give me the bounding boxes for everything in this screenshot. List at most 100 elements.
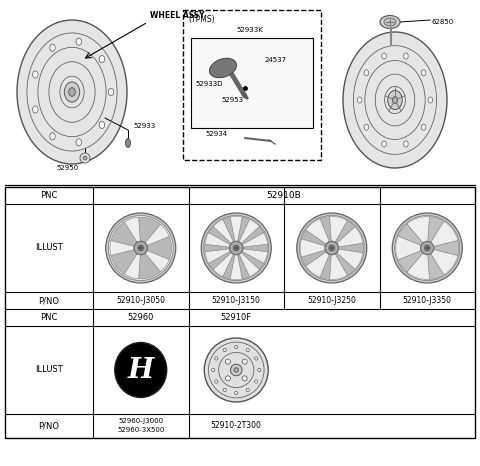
- Circle shape: [258, 369, 261, 371]
- Circle shape: [108, 215, 173, 281]
- Ellipse shape: [33, 106, 38, 113]
- Ellipse shape: [50, 133, 55, 140]
- Circle shape: [138, 245, 144, 251]
- Text: PNC: PNC: [40, 313, 58, 322]
- Wedge shape: [147, 236, 171, 260]
- Circle shape: [426, 247, 428, 249]
- Text: 52910-J3150: 52910-J3150: [212, 296, 261, 305]
- Circle shape: [212, 369, 215, 371]
- Ellipse shape: [343, 32, 447, 168]
- Text: 52910-2T300: 52910-2T300: [211, 422, 262, 431]
- Text: 52910-J3050: 52910-J3050: [116, 296, 165, 305]
- Circle shape: [299, 215, 364, 281]
- Wedge shape: [433, 240, 459, 256]
- Circle shape: [246, 388, 250, 391]
- Ellipse shape: [50, 44, 55, 51]
- Text: PNC: PNC: [40, 191, 58, 200]
- Wedge shape: [145, 225, 169, 246]
- Ellipse shape: [125, 138, 131, 148]
- Wedge shape: [110, 240, 134, 255]
- Circle shape: [225, 376, 230, 381]
- Wedge shape: [428, 217, 444, 243]
- Text: 52910F: 52910F: [221, 313, 252, 322]
- Circle shape: [235, 345, 238, 349]
- Text: 52953: 52953: [221, 97, 243, 103]
- Text: 52950: 52950: [57, 165, 79, 171]
- Text: 52910-J3250: 52910-J3250: [307, 296, 356, 305]
- Wedge shape: [209, 226, 231, 245]
- Ellipse shape: [392, 96, 397, 103]
- Text: 52934: 52934: [205, 131, 227, 137]
- Wedge shape: [230, 217, 242, 241]
- Wedge shape: [306, 219, 329, 244]
- Wedge shape: [238, 217, 250, 242]
- Wedge shape: [320, 254, 331, 280]
- Text: 52933D: 52933D: [195, 81, 223, 87]
- Wedge shape: [124, 217, 140, 242]
- Text: ILLUST: ILLUST: [35, 365, 63, 375]
- Text: WHEEL ASSY: WHEEL ASSY: [150, 11, 204, 20]
- Circle shape: [230, 364, 242, 376]
- Circle shape: [225, 359, 230, 364]
- Circle shape: [242, 359, 247, 364]
- Wedge shape: [320, 217, 331, 241]
- Wedge shape: [431, 249, 458, 275]
- Circle shape: [235, 391, 238, 395]
- Circle shape: [254, 357, 258, 360]
- Text: P/NO: P/NO: [38, 422, 60, 431]
- Ellipse shape: [384, 18, 396, 26]
- Wedge shape: [300, 239, 325, 257]
- Wedge shape: [431, 221, 458, 247]
- Ellipse shape: [364, 124, 369, 130]
- Ellipse shape: [357, 97, 362, 103]
- Text: (TPMS): (TPMS): [188, 15, 215, 24]
- Circle shape: [331, 247, 333, 249]
- Wedge shape: [223, 254, 235, 279]
- Ellipse shape: [115, 343, 167, 397]
- Wedge shape: [396, 236, 421, 260]
- FancyBboxPatch shape: [183, 10, 321, 160]
- Wedge shape: [335, 220, 355, 243]
- Circle shape: [106, 213, 176, 283]
- Circle shape: [215, 357, 218, 360]
- Wedge shape: [139, 217, 160, 243]
- Circle shape: [204, 338, 268, 402]
- Circle shape: [204, 215, 269, 281]
- Wedge shape: [407, 253, 430, 280]
- Wedge shape: [407, 217, 430, 243]
- Ellipse shape: [69, 88, 75, 96]
- Circle shape: [234, 368, 239, 372]
- Wedge shape: [230, 255, 242, 280]
- Ellipse shape: [17, 20, 127, 164]
- Wedge shape: [139, 254, 160, 279]
- Text: 52910-J3350: 52910-J3350: [403, 296, 452, 305]
- Ellipse shape: [108, 89, 114, 96]
- Wedge shape: [223, 217, 235, 242]
- Wedge shape: [243, 244, 268, 252]
- Ellipse shape: [382, 141, 386, 147]
- Ellipse shape: [209, 58, 237, 78]
- Circle shape: [235, 247, 237, 249]
- Text: 52933K: 52933K: [237, 27, 264, 33]
- Wedge shape: [428, 254, 444, 280]
- Circle shape: [297, 213, 367, 283]
- Bar: [191, 38, 313, 128]
- Circle shape: [134, 241, 147, 254]
- Wedge shape: [241, 251, 264, 269]
- Circle shape: [392, 213, 462, 283]
- Wedge shape: [145, 251, 169, 272]
- Text: 52910B: 52910B: [266, 191, 301, 200]
- Text: 52960: 52960: [128, 313, 154, 322]
- Wedge shape: [241, 226, 264, 245]
- Wedge shape: [205, 244, 229, 252]
- Wedge shape: [209, 251, 231, 269]
- Wedge shape: [330, 254, 348, 280]
- Text: 62850: 62850: [432, 19, 454, 25]
- Circle shape: [254, 380, 258, 383]
- Wedge shape: [205, 233, 230, 247]
- Circle shape: [80, 153, 90, 163]
- Text: 24537: 24537: [265, 57, 287, 63]
- Ellipse shape: [99, 55, 105, 63]
- Wedge shape: [398, 250, 423, 272]
- Wedge shape: [242, 233, 267, 247]
